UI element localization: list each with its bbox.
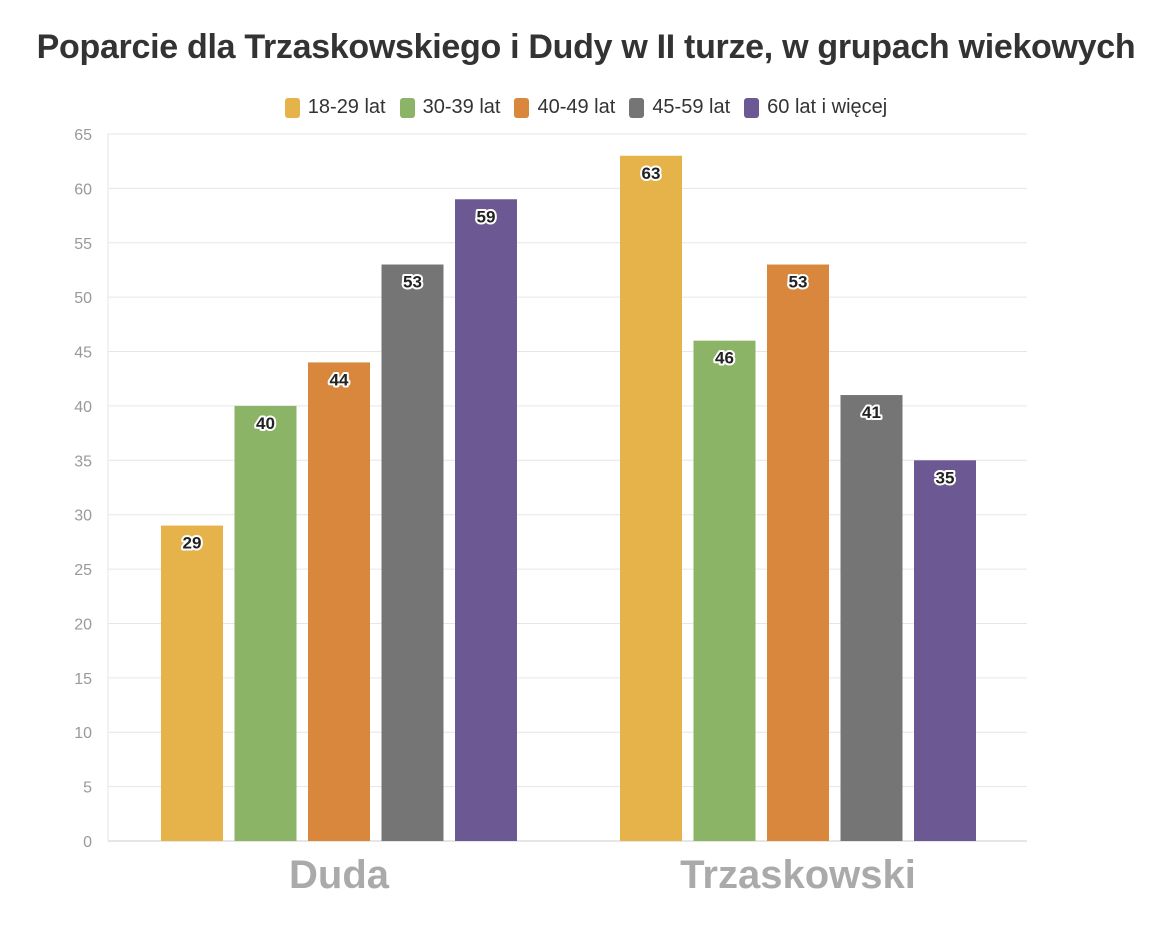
chart-title: Poparcie dla Trzaskowskiego i Dudy w II … xyxy=(36,28,1136,66)
y-tick-label: 55 xyxy=(74,236,92,253)
bar-value-label: 46 xyxy=(715,349,734,368)
legend-swatch xyxy=(284,97,300,118)
legend-label: 18-29 lat xyxy=(307,96,386,118)
legend-swatch xyxy=(514,97,530,118)
y-tick-label: 0 xyxy=(83,834,92,851)
y-tick-label: 15 xyxy=(74,671,92,688)
legend-item[interactable]: 45-59 lat xyxy=(629,96,730,119)
y-tick-label: 40 xyxy=(74,399,92,416)
y-tick-label: 65 xyxy=(74,127,92,144)
bar xyxy=(914,460,976,841)
bar-value-label: 53 xyxy=(403,273,422,292)
y-tick-label: 5 xyxy=(83,780,92,797)
y-tick-label: 45 xyxy=(74,345,92,362)
y-tick-label: 25 xyxy=(74,562,92,579)
bar-value-label: 63 xyxy=(642,164,661,183)
y-tick-label: 30 xyxy=(74,508,92,525)
legend: 18-29 lat 30-39 lat 40-49 lat 45-59 lat 60 l… xyxy=(0,96,1172,119)
y-tick-label: 20 xyxy=(74,616,92,633)
bar xyxy=(161,525,223,841)
legend-item[interactable]: 30-39 lat xyxy=(399,96,501,119)
bar-value-label: 35 xyxy=(936,468,955,487)
bar xyxy=(381,264,444,841)
legend-swatch xyxy=(399,97,415,118)
y-tick-label: 35 xyxy=(74,453,92,470)
legend-item[interactable]: 18-29 lat xyxy=(284,96,386,119)
legend-label: 45-59 lat xyxy=(652,96,731,118)
legend-item[interactable]: 40-49 lat xyxy=(514,96,615,119)
legend-label: 60 lat i więcej xyxy=(767,96,888,118)
bar-value-label: 41 xyxy=(862,403,881,422)
bar xyxy=(767,264,829,841)
bar xyxy=(455,199,517,841)
legend-item[interactable]: 60 lat i więcej xyxy=(744,96,887,119)
y-tick-label: 60 xyxy=(74,181,92,198)
legend-swatch xyxy=(744,97,760,118)
legend-label: 30-39 lat xyxy=(422,96,501,118)
x-category-label: Trzaskowski xyxy=(680,853,916,897)
y-tick-label: 10 xyxy=(74,725,92,742)
legend-label: 40-49 lat xyxy=(537,96,616,118)
bar xyxy=(840,395,903,841)
bar-value-label: 59 xyxy=(477,207,496,226)
bar xyxy=(693,340,756,841)
bar-value-label: 53 xyxy=(789,273,808,292)
x-category-label: Duda xyxy=(289,853,390,897)
bar xyxy=(620,155,682,841)
bar xyxy=(234,405,297,841)
bar-value-label: 40 xyxy=(256,414,275,433)
y-tick-label: 50 xyxy=(74,290,92,307)
bar-value-label: 44 xyxy=(330,370,349,389)
legend-swatch xyxy=(629,97,645,118)
bar-value-label: 29 xyxy=(183,534,202,553)
bar xyxy=(308,362,370,841)
